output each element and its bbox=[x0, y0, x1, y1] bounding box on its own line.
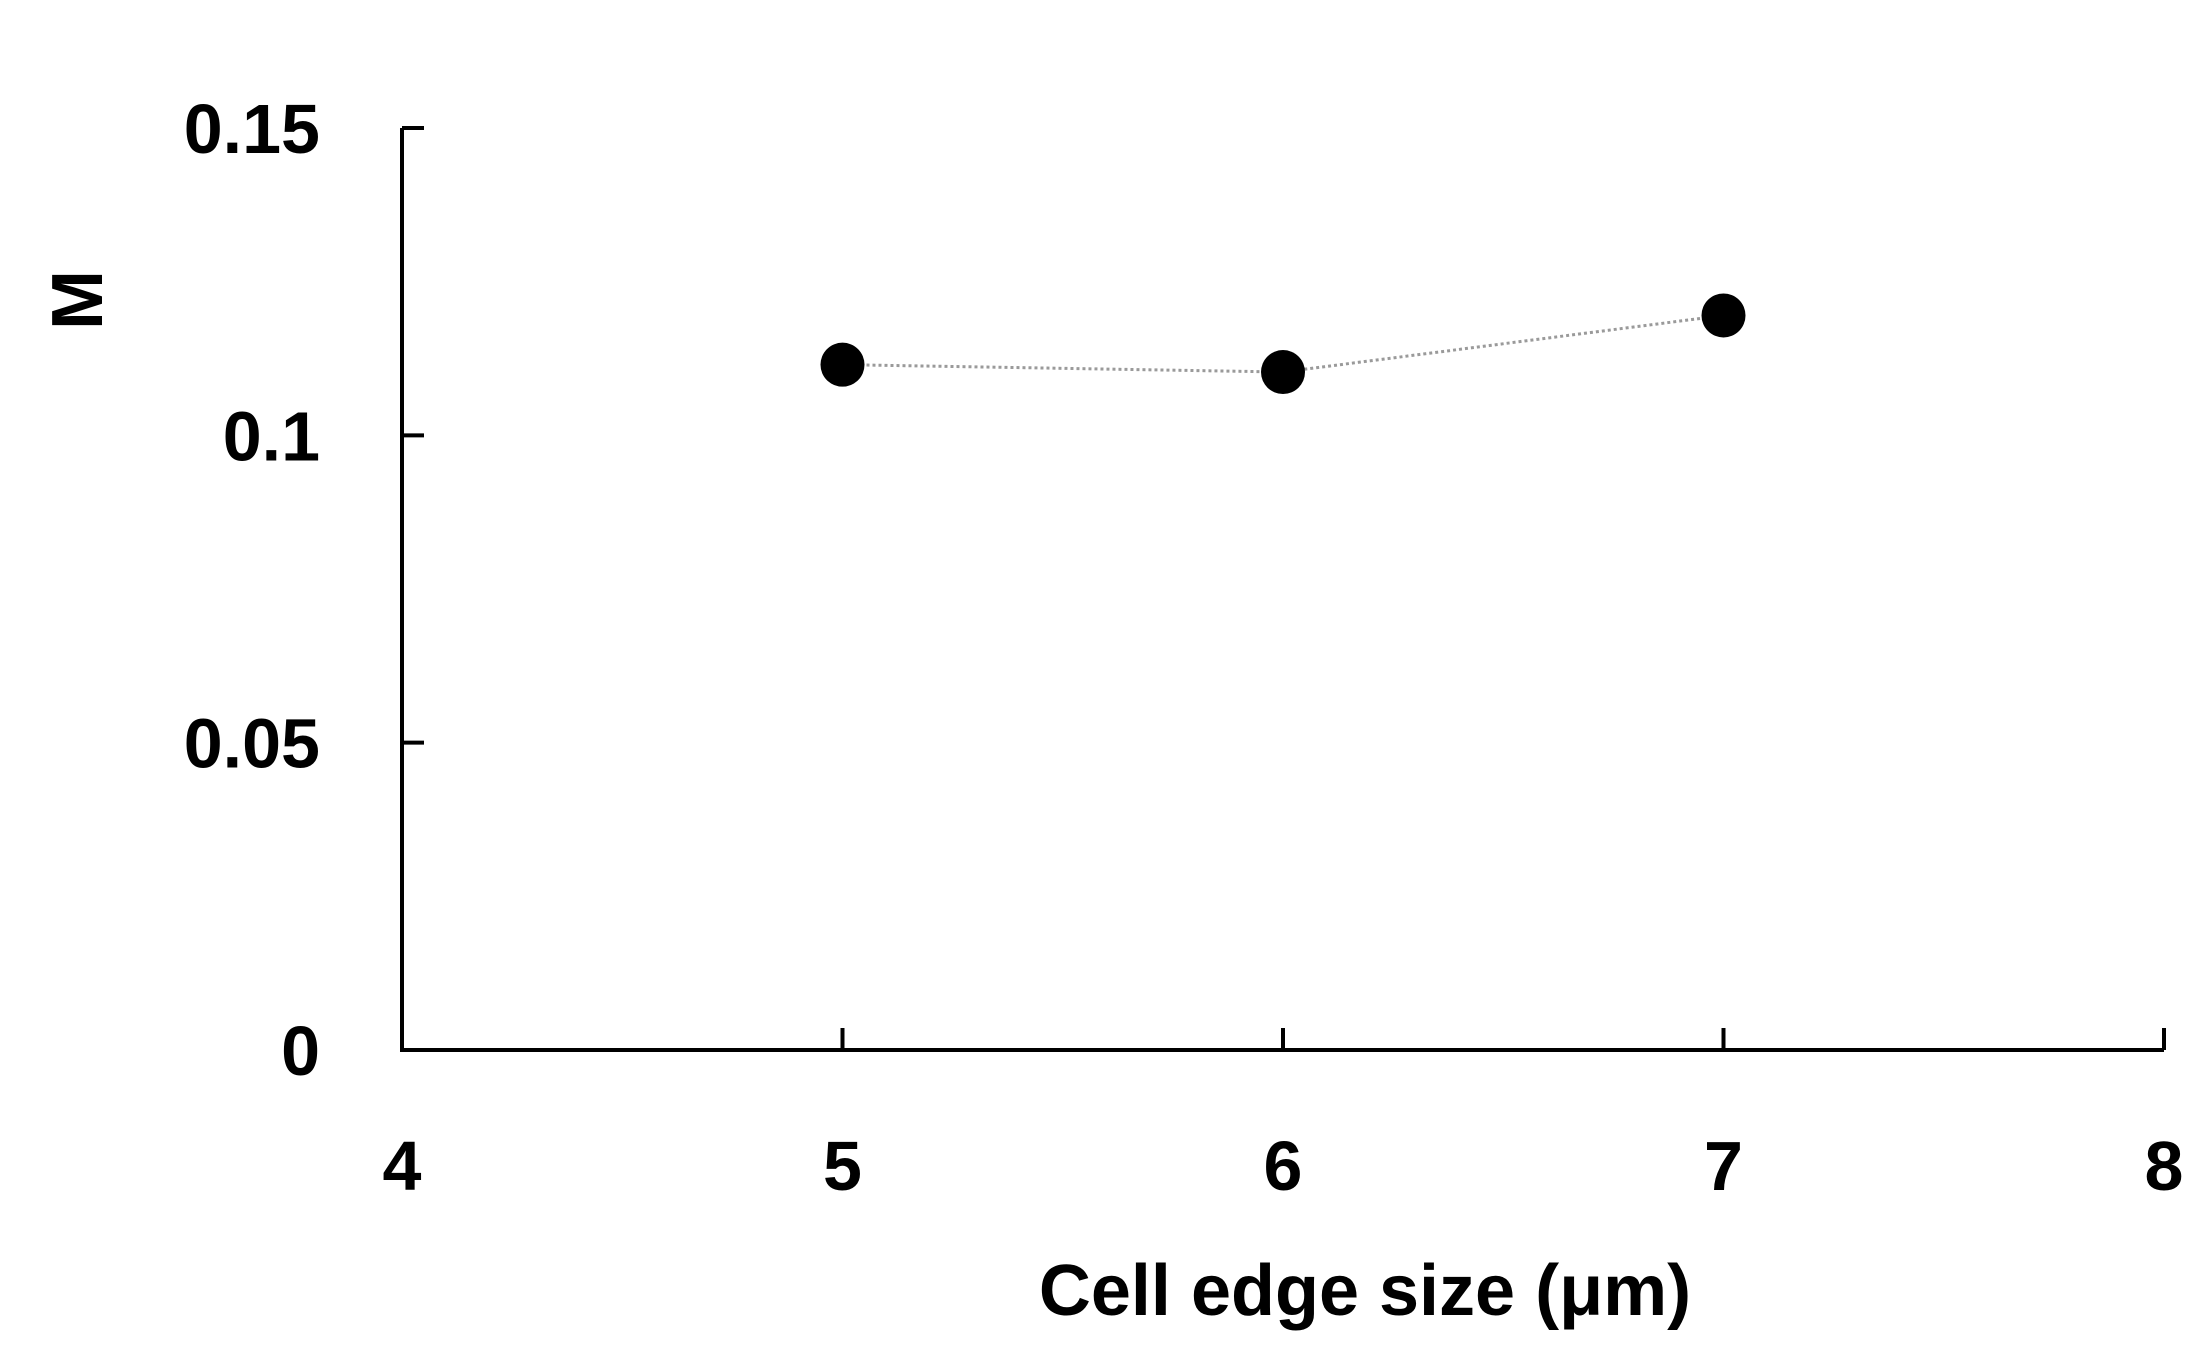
y-tick-label: 0.05 bbox=[184, 705, 320, 783]
x-tick-label: 7 bbox=[1704, 1127, 1743, 1205]
data-point bbox=[1701, 293, 1746, 338]
x-ticks: 4 5 6 7 8 bbox=[383, 1028, 2184, 1205]
y-tick-label: 0 bbox=[281, 1012, 320, 1090]
axes bbox=[400, 128, 2164, 1052]
data-point bbox=[820, 342, 865, 387]
y-tick-label: 0.15 bbox=[184, 90, 320, 168]
data-point bbox=[1261, 350, 1305, 395]
y-ticks: 0 0.05 0.1 0.15 bbox=[184, 90, 424, 1090]
y-tick-label: 0.1 bbox=[223, 397, 320, 475]
x-tick-label: 4 bbox=[383, 1127, 422, 1205]
x-tick-label: 5 bbox=[823, 1127, 862, 1205]
series-points bbox=[820, 293, 1746, 395]
y-axis-title: M bbox=[38, 270, 118, 330]
x-axis-title: Cell edge size (μm) bbox=[1039, 1251, 1691, 1331]
x-tick-label: 6 bbox=[1264, 1127, 1303, 1205]
x-tick-label: 8 bbox=[2145, 1127, 2184, 1205]
